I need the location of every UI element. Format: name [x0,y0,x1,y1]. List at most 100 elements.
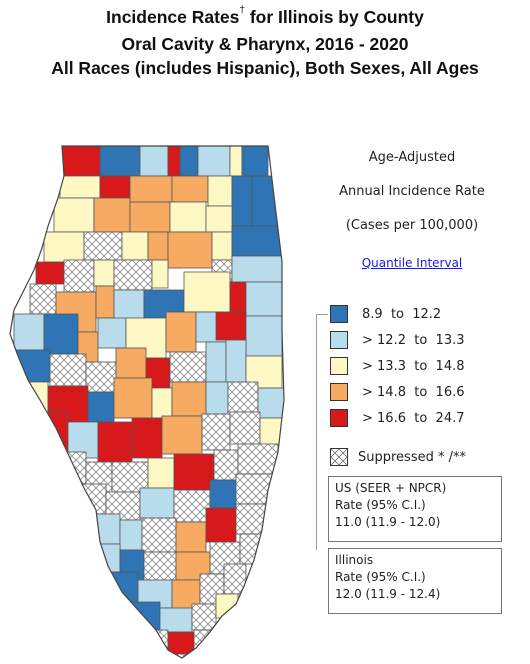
legend-heading-age-adjusted: Age-Adjusted [368,150,456,165]
legend-connector [316,314,328,316]
county-region [209,479,237,509]
county-region [165,311,197,353]
county-region [139,487,175,519]
county-region [229,146,243,177]
county-region [59,146,101,177]
legend-suppressed: Suppressed * /** [330,448,466,466]
county-region [201,413,231,451]
legend-heading-units: (Cases per 100,000) [345,218,479,233]
us-rate-value: 11.0 (11.9 - 12.0) [335,515,441,529]
county-region [205,205,233,233]
county-region [231,225,283,257]
county-region [229,281,247,313]
county-region [169,351,207,383]
county-region [33,411,69,453]
county-region [215,311,247,341]
county-region [43,313,79,355]
legend-label: 8.9 to 12.2 [362,306,442,322]
county-region [29,283,57,315]
county-region [193,629,219,655]
county-region [43,231,85,263]
legend-swatch-lightblue [330,331,348,349]
county-region [99,146,141,177]
legend-label: > 13.3 to 14.8 [362,358,465,374]
map-title-line2: Oral Cavity & Pharynx, 2016 - 2020 [121,34,409,54]
legend-connector-line [316,314,318,550]
county-region [129,201,171,233]
county-region [211,231,233,261]
county-region [231,255,283,283]
county-region [235,503,267,535]
county-region [191,603,217,631]
county-region [225,339,247,383]
county-region [93,259,115,287]
county-region [97,421,133,463]
county-region [131,417,163,459]
county-region [59,175,101,199]
county-region [213,449,239,481]
illinois-rate-label: Rate (95% C.I.) [335,570,426,584]
legend-class-3: > 13.3 to 14.8 [330,356,465,376]
county-region [97,317,127,349]
county-region [207,175,233,207]
county-region [49,353,87,387]
county-region [175,521,207,553]
quantile-interval-link[interactable]: Quantile Interval [361,256,463,270]
county-region [91,513,121,545]
county-region [113,259,153,291]
legend-swatch-red [330,409,348,427]
map-title-line1: Incidence Rates† for Illinois by County [106,5,424,27]
county-region [229,411,261,445]
county-region [113,377,153,419]
illinois-rate-box: Illinois Rate (95% C.I.) 12.0 (11.9 - 12… [328,548,502,614]
suppressed-label: Suppressed * /** [358,449,466,465]
county-region [115,347,147,379]
map-title-line3: All Races (includes Hispanic), Both Sexe… [51,58,479,78]
legend-heading-annual-rate: Annual Incidence Rate [339,184,485,199]
county-region [151,387,173,419]
county-region [205,381,229,415]
legend-class-5: > 16.6 to 24.7 [330,408,465,428]
county-region [95,543,121,573]
county-region [119,519,143,551]
county-region [205,507,237,543]
county-region [239,533,265,565]
county-region [227,381,259,413]
legend-classes: 8.9 to 12.2 > 12.2 to 13.3 > 13.3 to 14.… [330,304,510,434]
county-region [231,175,253,227]
county-region [235,473,277,505]
county-region [93,197,131,233]
county-region [53,197,95,233]
county-region [55,451,87,485]
us-rate-label: Rate (95% C.I.) [335,498,426,512]
legend-label: > 12.2 to 13.3 [362,332,465,348]
county-region [139,146,169,177]
us-rate-title: US (SEER + NPCR) [335,481,447,495]
county-region [215,593,239,619]
suppressed-hatch-icon [330,448,348,466]
county-region [167,231,213,269]
county-region [159,607,193,633]
county-region [161,415,203,455]
county-region [95,285,115,319]
county-region [171,381,207,417]
legend-class-1: 8.9 to 12.2 [330,304,441,324]
county-region [111,461,149,493]
county-region [169,201,207,233]
legend-class-4: > 14.8 to 16.6 [330,382,465,402]
county-region [63,259,95,293]
county-region [197,146,231,177]
us-rate-box: US (SEER + NPCR) Rate (95% C.I.) 11.0 (1… [328,476,502,542]
county-region [167,146,181,177]
county-region [103,571,139,603]
county-region [173,453,215,491]
county-region [205,341,227,383]
county-region [83,231,123,261]
county-region [143,551,177,581]
county-region [241,146,269,177]
state-outline [9,145,285,659]
county-region [141,517,177,553]
illinois-rate-value: 12.0 (11.9 - 12.4) [335,587,441,601]
legend-class-2: > 12.2 to 13.3 [330,330,465,350]
county-region [121,231,149,261]
